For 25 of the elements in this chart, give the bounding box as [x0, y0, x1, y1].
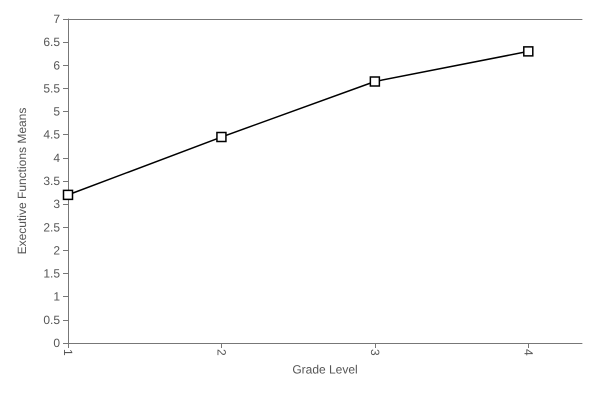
point — [216, 132, 227, 142]
point — [62, 190, 74, 200]
y-tick-label: 0 — [53, 336, 60, 350]
y-tick-label: 3.5 — [43, 174, 60, 188]
y-tick-label: 5.5 — [43, 81, 60, 96]
point — [523, 46, 534, 57]
y-tick-label: 3 — [53, 197, 60, 212]
x-tick-label: 3 — [368, 349, 382, 356]
y-tick-label: 2.5 — [43, 220, 60, 234]
x-axis-title: Grade Level — [292, 362, 358, 377]
y-tick-label: 7 — [53, 12, 60, 26]
x-tick-label: 4 — [521, 349, 536, 356]
y-tick-label: 1 — [53, 290, 60, 304]
y-tick-label: 4.5 — [43, 128, 60, 142]
y-tick-label: 0.5 — [43, 312, 60, 327]
y-tick-label: 6.5 — [43, 35, 60, 50]
y-tick-label: 5 — [53, 104, 60, 119]
y-tick-label: 6 — [53, 58, 60, 72]
y-tick-label: 2 — [53, 243, 60, 258]
point — [370, 76, 380, 87]
x-tick-label: 1 — [61, 349, 75, 356]
y-tick-label: 4 — [53, 150, 60, 165]
x-tick-label: 2 — [214, 349, 228, 356]
y-tick-label: 1.5 — [43, 266, 60, 281]
y-axis-title: Executive Functions Means — [15, 108, 29, 254]
